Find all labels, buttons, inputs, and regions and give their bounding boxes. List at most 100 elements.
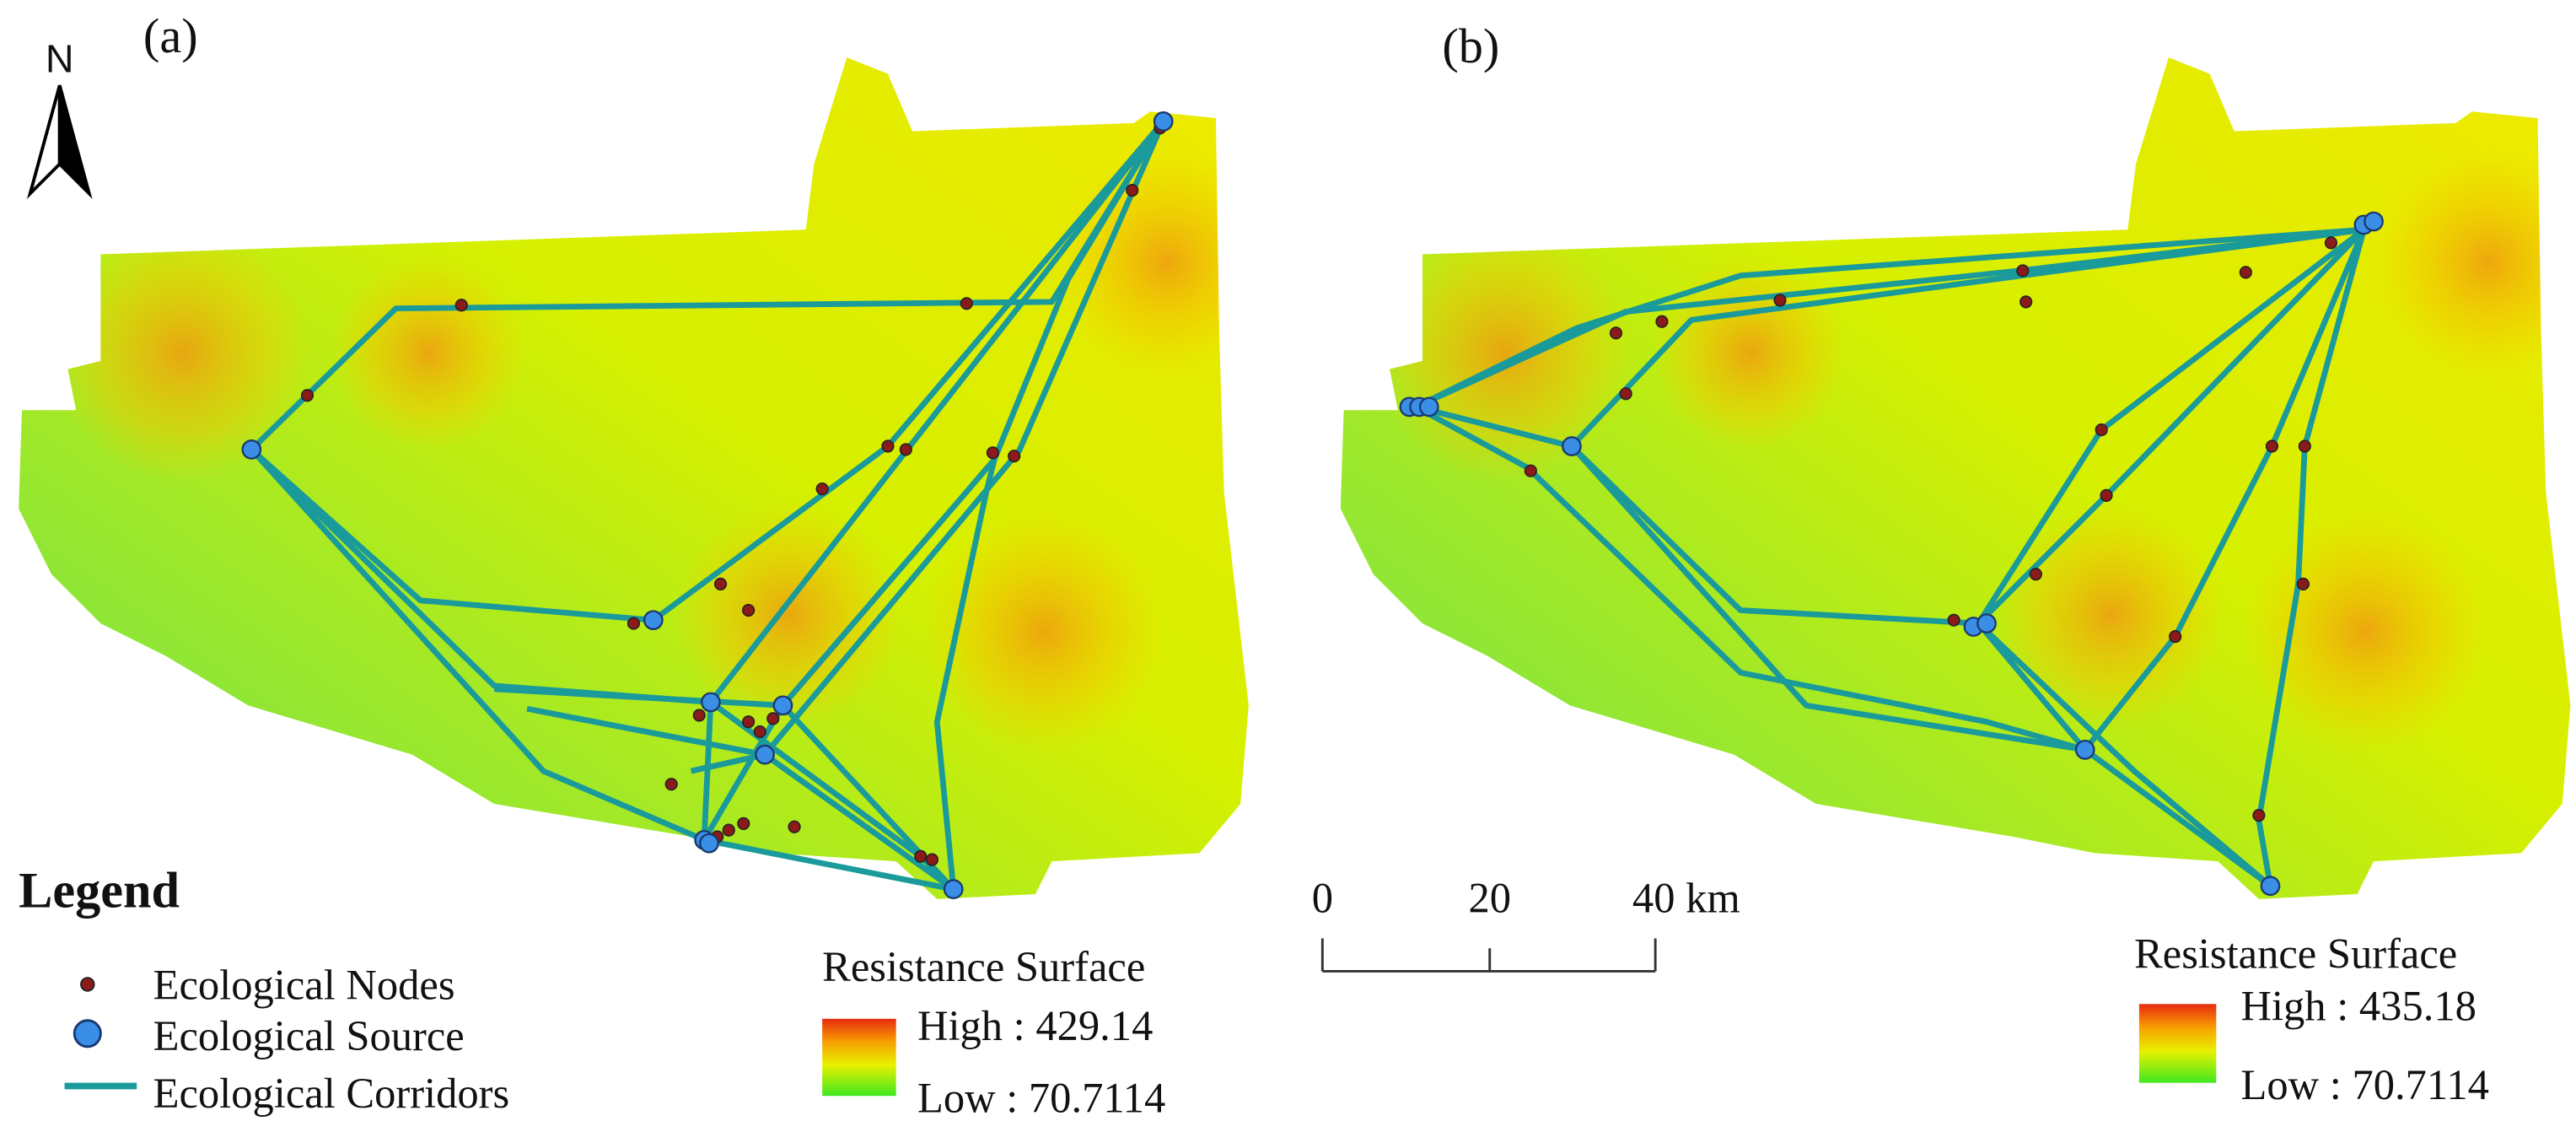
resistance-high: High : 429.14 [917,1002,1153,1049]
legend-node-symbol [80,977,95,992]
north-arrow [57,84,93,200]
corridor [1569,444,2086,753]
ecological-node [737,817,750,830]
hotspot [1652,254,1849,451]
hotspot [1373,221,1636,484]
ecological-node [2019,295,2033,309]
corridor [780,120,1166,708]
ecological-source [699,833,719,854]
resistance-high: High : 435.18 [2241,983,2477,1030]
hotspot [920,508,1167,755]
ecological-node [300,389,315,402]
legend-source-symbol [73,1019,102,1048]
resistance-title: Resistance Surface [822,943,1145,990]
ecological-node [1947,613,1960,627]
ecological-node [1126,184,1139,197]
hotspot [2242,508,2489,755]
ecological-node [2016,264,2030,278]
corridor [1976,621,2088,752]
corridor [708,119,1166,704]
corridor [1569,226,2364,449]
map-a [19,57,1249,899]
ecological-source [2364,211,2384,232]
ecological-node [1619,387,1632,401]
corridor [933,458,998,890]
ecological-node [2324,236,2338,250]
ecological-source [643,610,664,631]
ecological-source [1418,396,1439,418]
resistance-low: Low : 70.7114 [2241,1061,2489,1108]
corridor [690,752,766,774]
ecological-node [742,603,756,617]
ecological-node [899,443,912,456]
ecological-node [1008,450,1021,463]
corridor [701,702,714,840]
ecological-node [2265,439,2279,453]
ecological-node [627,617,641,630]
ecological-node [960,297,973,310]
corridor [703,837,955,892]
legend-item: Ecological Corridors [153,1070,510,1117]
ecological-node [1609,326,1623,340]
ecological-source [755,744,775,765]
north-arrow [26,84,62,200]
ecological-node [2298,439,2311,453]
ecological-node [454,299,468,312]
ecological-node [664,778,678,791]
ecological-source [2074,739,2095,760]
ecological-node [1524,464,1537,477]
resistance-title: Resistance Surface [2134,930,2457,978]
ecological-source [943,879,964,900]
corridor [762,120,1166,757]
legend-title: Legend [19,863,180,919]
ecological-source [1976,613,1997,633]
resistance-ramp [2138,1004,2217,1083]
hotspot [1051,148,1249,378]
corridor [1569,444,1979,627]
ecological-node [1773,294,1787,307]
hotspot [51,221,315,484]
resistance-ramp [822,1018,896,1097]
legend-item: Ecological Source [153,1012,465,1059]
panel-label: (b) [1442,19,1499,73]
ecological-source [701,692,721,713]
ecological-node [2296,577,2310,590]
scale-label: 20 [1468,874,1511,921]
ecological-source [1153,111,1174,132]
scale-bar [1320,938,1657,973]
ecological-node [986,446,999,460]
corridor [702,703,786,842]
ecological-node [815,482,829,496]
scale-label: 0 [1312,874,1333,921]
ecological-node [2100,488,2113,502]
ecological-node [742,715,756,729]
ecological-node [753,725,766,739]
hotspot [1996,500,2226,730]
ecological-node [2252,809,2266,822]
ecological-source [1562,436,1582,456]
ecological-node [766,712,780,725]
scale-label: 40 km [1632,874,1740,921]
ecological-node [925,853,939,866]
ecological-node [2029,568,2042,581]
corridor [1414,404,2086,753]
ecological-source [772,695,793,716]
network [241,111,2384,900]
ecological-node [692,709,706,722]
ecological-node [2239,266,2252,279]
north-label: N [46,37,74,81]
corridor [250,447,654,623]
ecological-node [2095,423,2108,437]
ecological-node [713,577,728,590]
ecological-node [788,820,801,833]
corridor [1976,621,2272,888]
ecological-source [241,439,262,460]
ecological-source [2260,876,2281,897]
ecological-node [2169,630,2182,644]
panel-label: (a) [143,8,198,63]
corridor [1415,404,1573,450]
hotspot [330,254,528,451]
ecological-node [914,849,928,863]
corridor [526,705,766,758]
